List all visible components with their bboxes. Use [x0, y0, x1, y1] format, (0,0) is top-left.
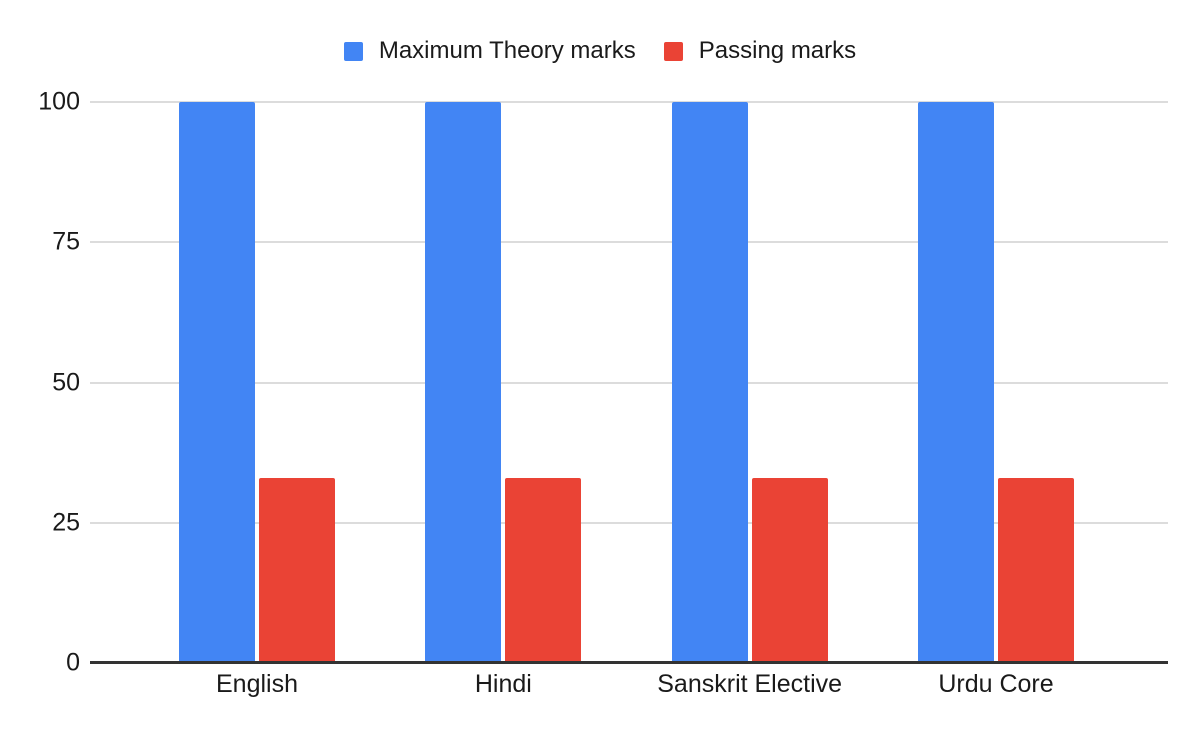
- legend-color-swatch: [343, 41, 363, 61]
- gridline-100: [90, 101, 1168, 103]
- y-axis-tick-label: 100: [38, 87, 80, 116]
- bar-passing-marks-english: [259, 477, 335, 663]
- y-axis-tick-label: 0: [66, 648, 80, 677]
- gridline-50: [90, 381, 1168, 384]
- chart-legend: Maximum Theory marks Passing marks: [0, 37, 1200, 65]
- x-axis-category-labels: English Hindi Sanskrit Elective Urdu Core: [90, 670, 1168, 703]
- legend-label: Passing marks: [698, 37, 857, 64]
- bar-maximum-theory-marks-urdu-core: [917, 102, 994, 663]
- x-axis-category-label: Urdu Core: [938, 670, 1054, 698]
- legend-item-passing-marks: Passing marks: [663, 37, 857, 65]
- legend-item-maximum-theory-marks: Maximum Theory marks: [343, 37, 636, 65]
- x-axis-category-label: Sanskrit Elective: [657, 670, 843, 698]
- bar-passing-marks-urdu-core: [997, 477, 1074, 663]
- x-axis-baseline: [90, 661, 1168, 664]
- gridline-75: [90, 241, 1168, 244]
- y-axis-tick-label: 25: [52, 508, 80, 537]
- gridline-25: [90, 521, 1168, 524]
- bar-passing-marks-sanskrit-elective: [751, 477, 828, 663]
- x-axis-category-label: English: [216, 670, 298, 698]
- x-axis-category-label: Hindi: [474, 670, 532, 698]
- y-axis-tick-label: 75: [52, 227, 80, 256]
- bar-passing-marks-hindi: [505, 477, 582, 663]
- legend-color-swatch: [663, 41, 683, 61]
- bar-maximum-theory-marks-hindi: [425, 102, 502, 663]
- y-axis-tick-label: 50: [52, 368, 80, 396]
- legend-label: Maximum Theory marks: [378, 37, 636, 64]
- plot-area: [90, 101, 1168, 664]
- bar-maximum-theory-marks-sanskrit-elective: [671, 102, 748, 663]
- bar-maximum-theory-marks-english: [179, 102, 255, 663]
- y-axis-tick-labels: 0 25 50 75 100: [0, 89, 80, 675]
